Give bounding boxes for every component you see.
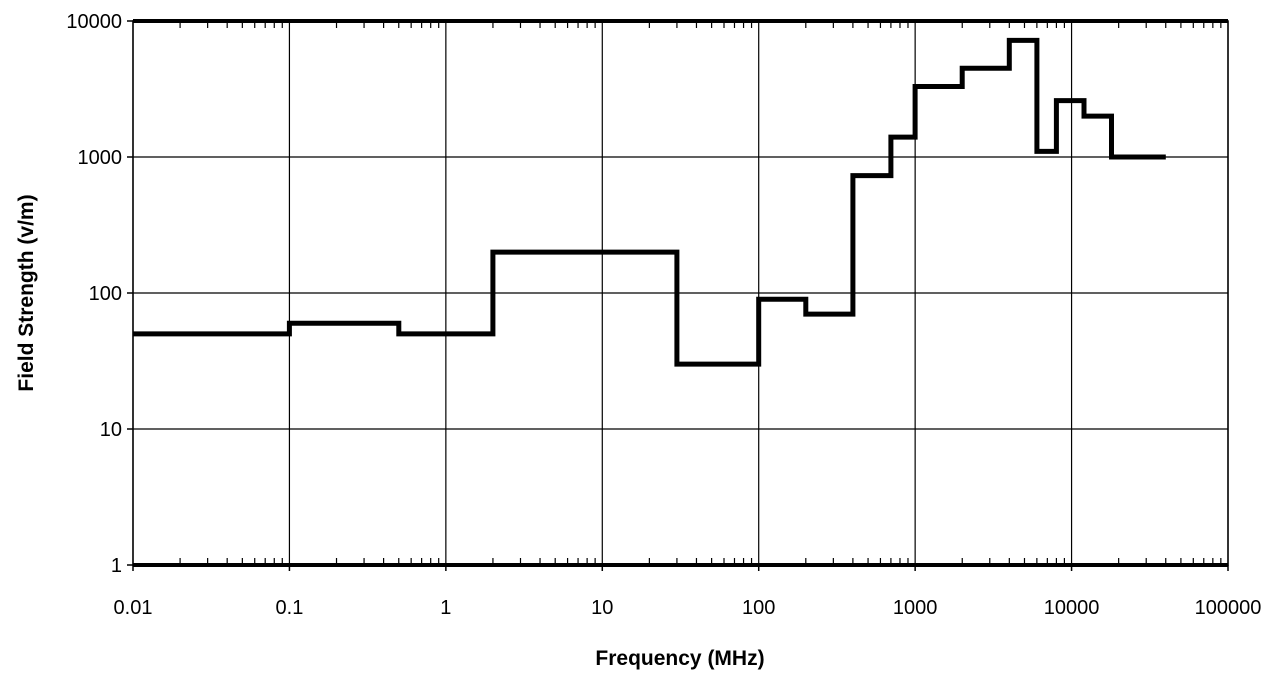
y-tick-label: 1 <box>111 555 122 577</box>
x-tick-label: 10 <box>591 597 613 619</box>
x-axis-title: Frequency (MHz) <box>595 647 764 670</box>
x-tick-label: 1 <box>440 597 451 619</box>
x-tick-label: 0.1 <box>276 597 304 619</box>
y-tick-label: 100 <box>89 283 122 305</box>
series-layer <box>133 37 1166 367</box>
x-tick-label: 100 <box>742 597 775 619</box>
y-tick-label: 1000 <box>78 147 123 169</box>
x-tick-label: 100000 <box>1195 597 1262 619</box>
x-tick-label: 1000 <box>893 597 938 619</box>
x-tick-label: 0.01 <box>114 597 153 619</box>
x-tick-label: 10000 <box>1044 597 1100 619</box>
y-axis-title: Field Strength (v/m) <box>15 194 38 391</box>
y-tick-label: 10000 <box>66 11 122 33</box>
y-tick-labels: 1 10 100 1000 10000 <box>66 11 122 577</box>
y-tick-label: 10 <box>100 419 122 441</box>
series-line <box>133 37 1166 367</box>
x-tick-labels: 0.01 0.1 1 10 100 1000 10000 100000 <box>114 597 1262 619</box>
